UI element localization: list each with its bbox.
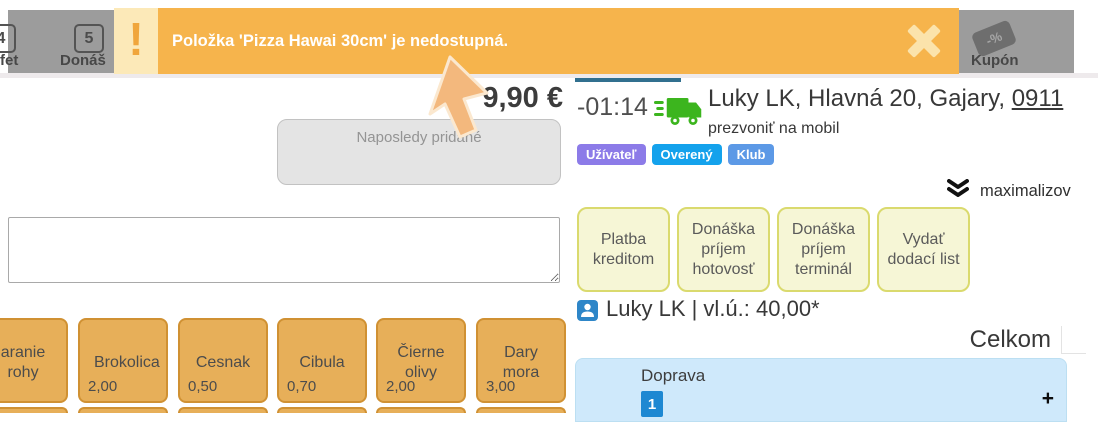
customer-account-line: Luky LK | vl.ú.: 40,00* bbox=[606, 296, 820, 321]
delivery-cash-button[interactable]: Donáška príjem hotovosť bbox=[677, 207, 770, 292]
maximize-link[interactable]: maximalizov bbox=[980, 182, 1071, 200]
product-button-next-row[interactable] bbox=[476, 407, 566, 413]
issue-delivery-note-button[interactable]: Vydať dodací list bbox=[877, 207, 970, 292]
delivery-terminal-button[interactable]: Donáška príjem terminál bbox=[777, 207, 870, 292]
delivery-truck-icon bbox=[654, 95, 702, 133]
hotkey-4-badge: 4 bbox=[0, 24, 16, 53]
chevron-double-down-icon[interactable] bbox=[947, 179, 969, 202]
last-added-box: Naposledy pridané bbox=[277, 119, 561, 185]
cursor-arrow-icon bbox=[420, 50, 530, 155]
toolbar-item-buffet-label: fet bbox=[0, 52, 19, 69]
product-price: 3,00 bbox=[486, 378, 516, 395]
product-name: Dary mora bbox=[502, 344, 540, 381]
product-button-brokolica[interactable]: Brokolica 2,00 bbox=[78, 318, 168, 403]
product-price: 0,50 bbox=[188, 378, 218, 395]
customer-name-address: Luky LK, Hlavná 20, Gajary, 0911 bbox=[708, 85, 1098, 113]
product-name: Čierne olivy bbox=[397, 344, 445, 381]
close-icon[interactable] bbox=[905, 22, 943, 60]
warning-exclamation-icon: ! bbox=[114, 8, 158, 74]
cart-item-qty-badge: 1 bbox=[641, 391, 663, 417]
order-note-textarea[interactable] bbox=[8, 217, 560, 283]
product-name: Brokolica bbox=[94, 354, 160, 372]
toolbar-item-coupon-label: Kupón bbox=[971, 52, 1019, 69]
product-button-baranie-rohy[interactable]: aranie rohy bbox=[0, 318, 68, 403]
product-price: 2,00 bbox=[386, 378, 416, 395]
customer-phone-link[interactable]: 0911 bbox=[1011, 85, 1064, 112]
product-button-cesnak[interactable]: Cesnak 0,50 bbox=[178, 318, 268, 403]
customer-name-address-text: Luky LK, Hlavná 20, Gajary, bbox=[708, 85, 1012, 112]
toolbar-bottom-divider bbox=[0, 73, 1098, 78]
total-column-header: Celkom bbox=[575, 326, 1062, 354]
table-header-stub bbox=[1062, 326, 1086, 354]
product-button-next-row[interactable] bbox=[277, 407, 367, 413]
toolbar-item-delivery-label: Donáš bbox=[60, 52, 106, 69]
order-total-price: 9,90 € bbox=[482, 82, 563, 114]
product-name: aranie rohy bbox=[0, 344, 46, 381]
unavailable-item-notification: ! Položka 'Pizza Hawai 30cm' je nedostup… bbox=[114, 8, 959, 74]
product-button-next-row[interactable] bbox=[376, 407, 466, 413]
ring-mobile-link[interactable]: prezvoniť na mobil bbox=[708, 120, 840, 137]
badge-uzivatel: Užívateľ bbox=[577, 144, 646, 165]
pay-credit-button[interactable]: Platba kreditom bbox=[577, 207, 670, 292]
user-person-icon bbox=[577, 300, 598, 321]
product-price: 0,70 bbox=[287, 378, 317, 395]
cart-item-add-button[interactable]: + bbox=[1041, 387, 1054, 410]
badge-klub: Klub bbox=[727, 144, 775, 165]
active-tab-indicator bbox=[575, 78, 681, 82]
customer-badges: Užívateľ Overený Klub bbox=[577, 144, 775, 165]
product-button-cibula[interactable]: Cibula 0,70 bbox=[277, 318, 367, 403]
cart-row-doprava[interactable]: Doprava 1 + bbox=[575, 358, 1067, 422]
delivery-countdown-timer: -01:14 bbox=[577, 93, 648, 121]
product-button-next-row[interactable] bbox=[78, 407, 168, 413]
product-button-next-row[interactable] bbox=[178, 407, 268, 413]
product-button-cierne-olivy[interactable]: Čierne olivy 2,00 bbox=[376, 318, 466, 403]
product-name: Cesnak bbox=[195, 354, 251, 372]
cart-item-name: Doprava bbox=[641, 366, 706, 385]
product-name: Cibula bbox=[299, 354, 345, 372]
hotkey-5-badge: 5 bbox=[74, 24, 104, 53]
product-price: 2,00 bbox=[88, 378, 118, 395]
product-button-dary-mora[interactable]: Dary mora 3,00 bbox=[476, 318, 566, 403]
badge-overeny: Overený bbox=[651, 144, 722, 165]
product-button-next-row[interactable] bbox=[0, 407, 68, 413]
notification-message: Položka 'Pizza Hawai 30cm' je nedostupná… bbox=[172, 31, 509, 50]
